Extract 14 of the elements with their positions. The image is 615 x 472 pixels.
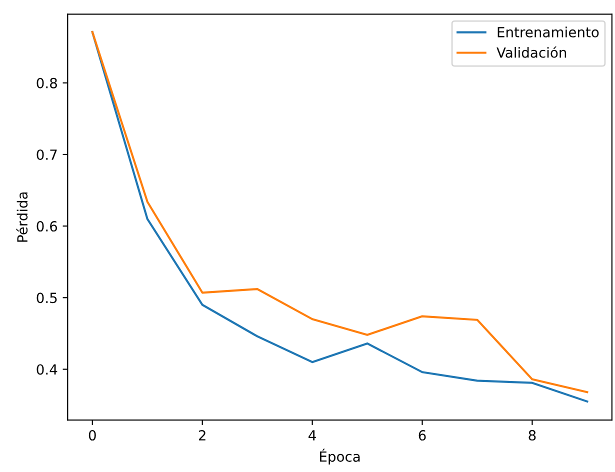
y-tick-label: 0.7 <box>36 149 57 160</box>
x-tick-label: 4 <box>308 430 316 440</box>
x-tick-label: 2 <box>198 430 206 440</box>
x-tick-label: 6 <box>418 430 426 441</box>
y-tick-label: 0.5 <box>36 292 57 304</box>
x-tick-label: 0 <box>88 430 96 441</box>
x-tick-label: 8 <box>528 430 536 441</box>
y-tick-label: 0.4 <box>36 364 58 375</box>
y-tick-label: 0.8 <box>36 78 57 88</box>
x-axis-title: Época <box>320 448 360 465</box>
y-tick-label: 0.6 <box>36 221 58 232</box>
legend-label: Validación <box>496 46 566 58</box>
legend-label: Entrenamiento <box>498 26 599 38</box>
y-axis-title: Pérdida <box>16 192 28 242</box>
